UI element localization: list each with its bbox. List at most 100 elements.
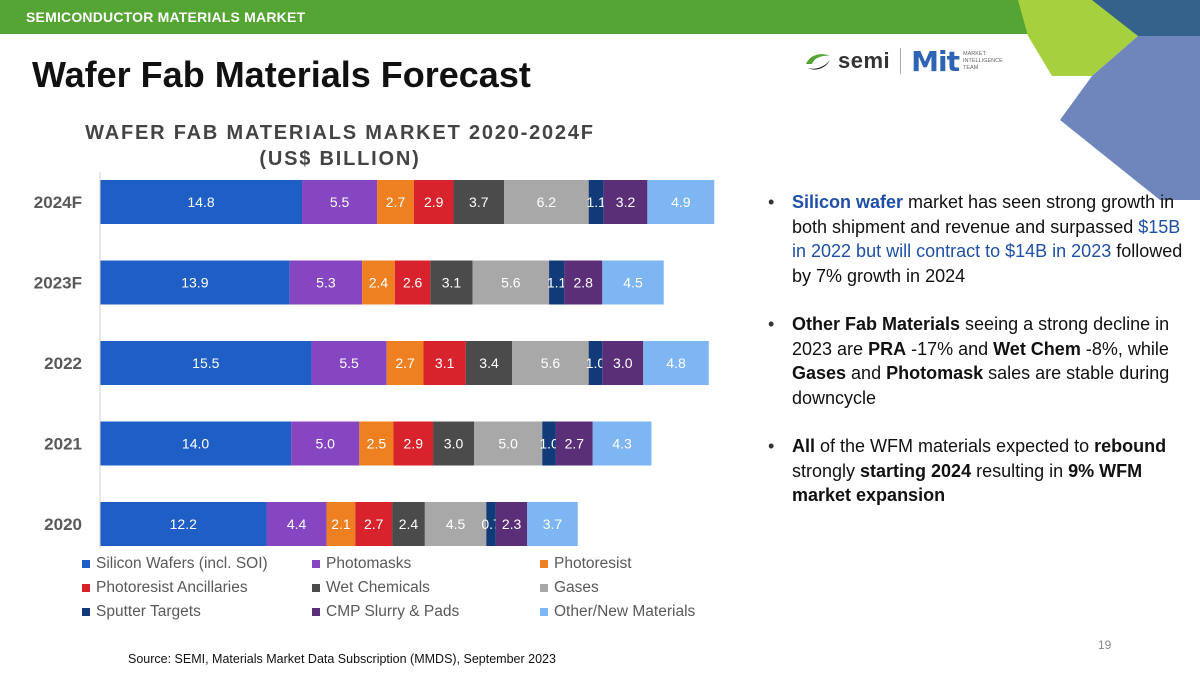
bar-segment (495, 502, 528, 546)
data-label: 4.9 (671, 194, 691, 210)
bar-segment (100, 260, 290, 305)
bar-segment (291, 421, 360, 466)
data-label: 2.6 (403, 275, 423, 291)
legend-item: Photoresist (540, 555, 632, 573)
chart-title: WAFER FAB MATERIALS MARKET 2020-2024F (U… (60, 120, 620, 172)
bullet-item: All of the WFM materials expected to reb… (766, 434, 1186, 508)
data-label: 2.4 (369, 275, 389, 291)
bullet-text-segment: Silicon wafer (792, 192, 904, 212)
bar-segment (647, 180, 715, 224)
data-label: 6.2 (537, 194, 557, 210)
data-label: 1.1 (547, 275, 567, 291)
bar-segment (266, 502, 327, 546)
data-label: 4.5 (446, 516, 466, 532)
bar-segment (100, 341, 312, 385)
header-bar: SEMICONDUCTOR MATERIALS MARKET (0, 0, 1200, 34)
bullet-text-segment: rebound (1094, 436, 1167, 456)
data-label: 3.0 (613, 355, 633, 371)
bar-segment (588, 180, 604, 224)
bar-segment (592, 421, 652, 466)
bar-segment (392, 502, 425, 546)
logo: semi Mit MARKET INTELLIGENCE TEAM (804, 44, 1003, 78)
bar-segment (393, 421, 434, 466)
bullet-text-segment: followed by 7% growth in 2024 (792, 241, 1183, 286)
bullet-item: Silicon wafer market has seen strong gro… (766, 190, 1186, 288)
category-label: 2023F (34, 274, 82, 293)
bar-segment (377, 180, 414, 224)
data-label: 5.0 (498, 436, 518, 452)
bar-segment (453, 180, 505, 224)
legend-swatch (540, 584, 548, 592)
bar-segment (424, 502, 487, 546)
bar-segment (326, 502, 356, 546)
data-label: 2.9 (404, 436, 424, 452)
data-label: 13.9 (181, 275, 208, 291)
data-label: 2.9 (424, 194, 444, 210)
data-label: 2.4 (399, 516, 419, 532)
data-label: 3.1 (435, 355, 455, 371)
legend-item: CMP Slurry & Pads (312, 603, 459, 621)
mit-subtitle-line: TEAM (963, 64, 979, 71)
category-label: 2021 (44, 435, 82, 454)
bullet-text-segment: starting 2024 (860, 460, 972, 481)
mit-subtitle: MARKET INTELLIGENCE TEAM (963, 51, 1003, 72)
data-label: 3.4 (479, 355, 499, 371)
legend-item: Other/New Materials (540, 603, 695, 621)
bar-segment (289, 260, 363, 305)
mit-wordmark: Mit (911, 44, 960, 78)
section-label: SEMICONDUCTOR MATERIALS MARKET (26, 9, 306, 25)
data-label: 12.2 (170, 516, 197, 532)
data-label: 3.7 (469, 194, 489, 210)
bar-segment (433, 421, 475, 466)
source-note: Source: SEMI, Materials Market Data Subs… (128, 652, 556, 666)
bar-segment (564, 260, 603, 305)
data-label: 3.2 (616, 194, 636, 210)
data-label: 4.8 (666, 355, 686, 371)
bar-segment (588, 341, 603, 385)
bullet-text-segment: Other Fab Materials (792, 314, 961, 334)
bar-segment (355, 502, 393, 546)
logo-divider (900, 48, 902, 74)
legend-swatch (312, 608, 320, 616)
page-number: 19 (1098, 638, 1112, 652)
bar-segment (472, 260, 550, 305)
bar-segment (394, 260, 431, 305)
bullet-text-segment: 9% WFM market expansion (792, 460, 1143, 506)
legend-item: Wet Chemicals (312, 579, 430, 597)
corner-green-hex (1018, 0, 1138, 76)
data-label: 2.5 (367, 436, 387, 452)
bar-segment (542, 421, 556, 466)
bullet-text-segment: resulting in (971, 460, 1069, 481)
data-label: 2.1 (331, 516, 351, 532)
bar-segment (486, 502, 496, 546)
bullet-text-segment: Gases (792, 363, 847, 383)
category-label: 2022 (44, 354, 82, 373)
data-label: 5.3 (316, 275, 336, 291)
legend-swatch (82, 584, 90, 592)
legend-label: Gases (554, 579, 599, 596)
legend-swatch (82, 608, 90, 616)
legend-label: Wet Chemicals (326, 579, 430, 596)
bar-segment (413, 180, 454, 224)
corner-blue-hex (1060, 36, 1200, 200)
bullet-text-segment: All (792, 436, 816, 456)
bullet-text-segment: -8%, while (1080, 338, 1169, 359)
legend-swatch (540, 560, 548, 568)
data-label: 3.0 (444, 436, 464, 452)
category-label: 2024F (34, 193, 82, 212)
bullet-text-segment: market has seen strong growth in both sh… (792, 192, 1175, 237)
data-label: 14.0 (182, 436, 209, 452)
bullet-text-segment: strongly (792, 460, 861, 481)
data-label: 2.3 (502, 516, 522, 532)
data-label: 5.5 (339, 355, 359, 371)
legend-label: Photomasks (326, 555, 412, 572)
data-label: 3.1 (442, 275, 462, 291)
data-label: 2.8 (573, 275, 593, 291)
data-label: 4.5 (623, 275, 643, 291)
corner-dark-shape (1092, 0, 1200, 36)
bar-segment (386, 341, 424, 385)
data-label: 2.7 (565, 436, 585, 452)
data-label: 5.5 (330, 194, 350, 210)
bar-segment (602, 341, 644, 385)
legend-label: Photoresist (554, 555, 632, 572)
